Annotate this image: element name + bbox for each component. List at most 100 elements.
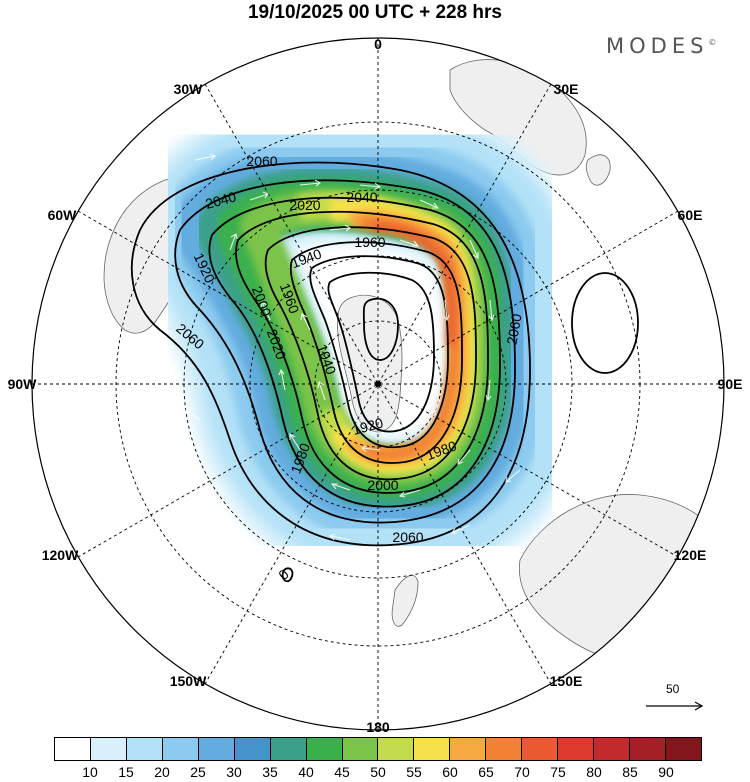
wind-vector	[361, 445, 381, 453]
wind-vector	[399, 239, 420, 247]
wind-vector	[194, 153, 216, 161]
meridian-60w-120e	[77, 210, 679, 558]
contour-label: 1960	[354, 234, 385, 250]
wind-speed-colorbar	[54, 737, 702, 761]
wind-vector	[431, 399, 441, 417]
contour-label: 2040	[346, 189, 377, 205]
lon-label-180: 180	[366, 719, 390, 735]
contour-2000	[235, 210, 489, 494]
meridian-30e-150w	[204, 83, 552, 685]
colorbar-tick-label: 85	[622, 764, 638, 780]
wind-vector	[299, 179, 321, 187]
colorbar-tick-label: 75	[550, 764, 566, 780]
colorbar-cell	[306, 738, 343, 760]
wind-vector	[505, 469, 521, 483]
colorbar-cell	[558, 738, 595, 760]
wind-vector	[329, 533, 351, 541]
colorbar-cell	[55, 738, 91, 760]
contour-label: 2000	[367, 477, 398, 493]
wind-vector	[443, 299, 450, 322]
brand-name: MODES	[606, 34, 709, 58]
colorbar-tick-label: 90	[658, 764, 674, 780]
height-contours	[130, 161, 639, 583]
wind-vector	[278, 368, 286, 391]
wind-vector	[317, 381, 326, 401]
colorbar-cell	[234, 738, 271, 760]
meridian-60e-120w	[77, 210, 679, 558]
colorbar-tick-label: 20	[154, 764, 170, 780]
colorbar-tick-label: 70	[514, 764, 530, 780]
contour-1920	[327, 271, 435, 433]
contour-small-0	[281, 567, 294, 583]
wind-vector	[451, 524, 471, 534]
lon-label-30w: 30W	[173, 81, 203, 97]
colorbar-cell	[126, 738, 163, 760]
contour-2020	[208, 196, 501, 508]
colorbar-cell	[414, 738, 451, 760]
colorbar-tick-label: 10	[82, 764, 98, 780]
wind-vector	[229, 233, 238, 251]
map-boundary	[31, 37, 725, 731]
wind-vector	[359, 182, 382, 190]
contour-label: 1920	[351, 414, 385, 438]
colorbar-tick-label: 35	[262, 764, 278, 780]
contour-label: 2020	[289, 197, 320, 213]
map-title: 19/10/2025 00 UTC + 228 hrs	[247, 2, 503, 23]
lon-label-60w: 60W	[47, 207, 77, 223]
contour-high-east	[571, 272, 639, 374]
colorbar-cell	[342, 738, 379, 760]
contour-2060	[130, 161, 531, 547]
wind-vector	[485, 379, 492, 402]
contour-label: 2060	[392, 529, 423, 545]
contour-low-center	[362, 297, 399, 361]
colorbar-cell	[486, 738, 523, 760]
colorbar-tick-label: 40	[298, 764, 314, 780]
brand-logo: MODES©	[606, 34, 716, 58]
wind-vector	[329, 224, 351, 232]
colorbar-cell	[378, 738, 415, 760]
colorbar-cell	[270, 738, 307, 760]
wind-reference-label: 50	[666, 682, 680, 696]
colorbar-cell	[198, 738, 235, 760]
madagascar-land	[585, 154, 611, 186]
wind-vector	[419, 199, 440, 209]
colorbar-tick-label: 30	[226, 764, 242, 780]
lon-label-120w: 120W	[41, 547, 79, 563]
colorbar-tick-label: 15	[118, 764, 134, 780]
wind-vector	[300, 313, 311, 331]
lon-label-150e: 150E	[549, 673, 583, 689]
lon-label-90e: 90E	[717, 376, 743, 392]
lon-label-150w: 150W	[169, 673, 207, 689]
wind-vectors	[185, 153, 521, 541]
colorbar-cell	[90, 738, 127, 760]
colorbar-cell	[522, 738, 559, 760]
meridian-30w-150e	[204, 83, 552, 685]
graticule	[32, 38, 724, 730]
lon-label-30e: 30E	[553, 81, 579, 97]
colorbar-cell	[162, 738, 199, 760]
lon-label-0: 0	[374, 36, 382, 52]
wind-vector	[457, 449, 471, 465]
contour-label: 2060	[503, 312, 524, 346]
contour-label: 2060	[246, 153, 277, 169]
wind-vector	[398, 489, 421, 498]
arrow-right-icon	[646, 701, 704, 711]
contour-1980	[264, 226, 477, 481]
australia-land	[518, 494, 724, 667]
colorbar-cell	[450, 738, 487, 760]
lon-label-90w: 90W	[7, 376, 37, 392]
contour-1940	[309, 255, 449, 449]
colorbar-cell	[630, 738, 666, 760]
wind-vector	[185, 408, 201, 421]
colorbar-tick-label: 55	[406, 764, 422, 780]
contour-2040	[174, 179, 516, 524]
colorbar-tick-label: 25	[190, 764, 206, 780]
wind-vector	[469, 239, 479, 259]
contour-labels: 2060 2040 2020 2000 1980 1960 1940 1920 …	[173, 153, 525, 583]
colorbar-tick-label: 80	[586, 764, 602, 780]
colorbar-cell	[594, 738, 630, 760]
south-pole-marker	[375, 381, 381, 387]
colorbar-tick-label: 65	[478, 764, 494, 780]
wind-vector	[260, 301, 271, 321]
